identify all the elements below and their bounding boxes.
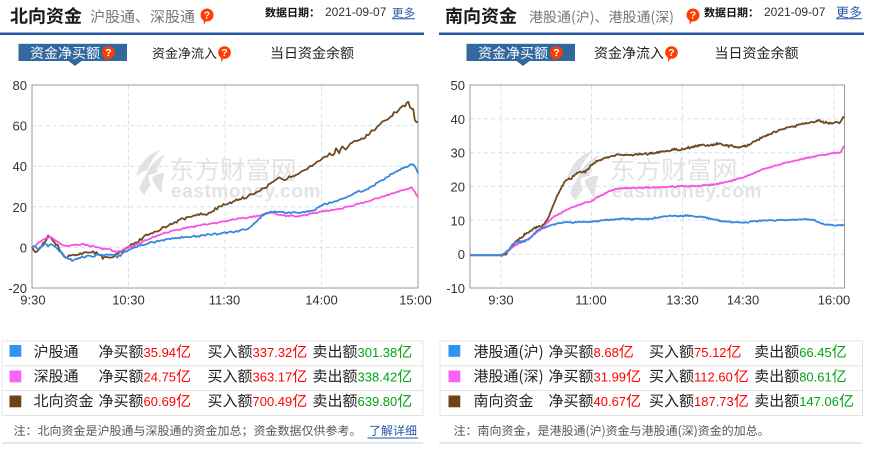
svg-text:15:00: 15:00 [399, 293, 432, 308]
svg-text:147.06: 147.06 [799, 394, 839, 409]
svg-text:14:30: 14:30 [727, 293, 760, 308]
svg-text:40: 40 [451, 112, 465, 127]
svg-text:10: 10 [451, 213, 465, 228]
svg-text:16:00: 16:00 [818, 293, 851, 308]
svg-text:30: 30 [451, 146, 465, 161]
svg-text:60: 60 [13, 119, 27, 134]
svg-text:9:30: 9:30 [20, 293, 45, 308]
svg-text:80.61: 80.61 [799, 370, 832, 385]
svg-text:35.94: 35.94 [144, 345, 177, 360]
svg-text:-20: -20 [8, 281, 27, 296]
svg-text:112.60: 112.60 [694, 370, 733, 385]
svg-text:187.73: 187.73 [694, 394, 734, 409]
svg-text:?: ? [105, 47, 111, 59]
svg-text:31.99: 31.99 [594, 370, 627, 385]
svg-text:?: ? [690, 10, 696, 22]
svg-text:?: ? [204, 10, 210, 22]
svg-text:337.32: 337.32 [253, 345, 293, 360]
svg-text:11:00: 11:00 [575, 293, 607, 308]
svg-text:20: 20 [13, 200, 27, 215]
svg-text:301.38: 301.38 [358, 345, 398, 360]
svg-text:2021-09-07: 2021-09-07 [764, 5, 826, 19]
svg-text:2021-09-07: 2021-09-07 [325, 5, 387, 19]
svg-text:eastmoney.com: eastmoney.com [612, 182, 762, 203]
svg-text:?: ? [221, 47, 227, 59]
svg-text:10:30: 10:30 [112, 293, 145, 308]
svg-text:24.75: 24.75 [144, 370, 177, 385]
svg-text:0: 0 [458, 247, 465, 262]
svg-text:20: 20 [451, 180, 465, 195]
svg-text:40.67: 40.67 [594, 394, 627, 409]
svg-text:14:00: 14:00 [305, 293, 338, 308]
svg-text:eastmoney.com: eastmoney.com [171, 182, 321, 203]
svg-text:50: 50 [451, 78, 465, 93]
svg-text:338.42: 338.42 [358, 370, 398, 385]
svg-text:11:30: 11:30 [209, 293, 241, 308]
svg-text:-10: -10 [446, 281, 465, 296]
svg-text:9:30: 9:30 [488, 293, 513, 308]
svg-text:60.69: 60.69 [144, 394, 177, 409]
svg-text:40: 40 [13, 159, 27, 174]
svg-text:75.12: 75.12 [694, 345, 727, 360]
svg-text:363.17: 363.17 [253, 370, 293, 385]
svg-text:13:30: 13:30 [666, 293, 699, 308]
svg-text:0: 0 [20, 240, 27, 255]
svg-text:639.80: 639.80 [358, 394, 398, 409]
svg-text:66.45: 66.45 [799, 345, 832, 360]
svg-text:8.68: 8.68 [594, 345, 619, 360]
svg-text:700.49: 700.49 [253, 394, 293, 409]
svg-text:?: ? [553, 47, 559, 59]
svg-text:80: 80 [13, 78, 27, 93]
svg-text:?: ? [668, 47, 674, 59]
